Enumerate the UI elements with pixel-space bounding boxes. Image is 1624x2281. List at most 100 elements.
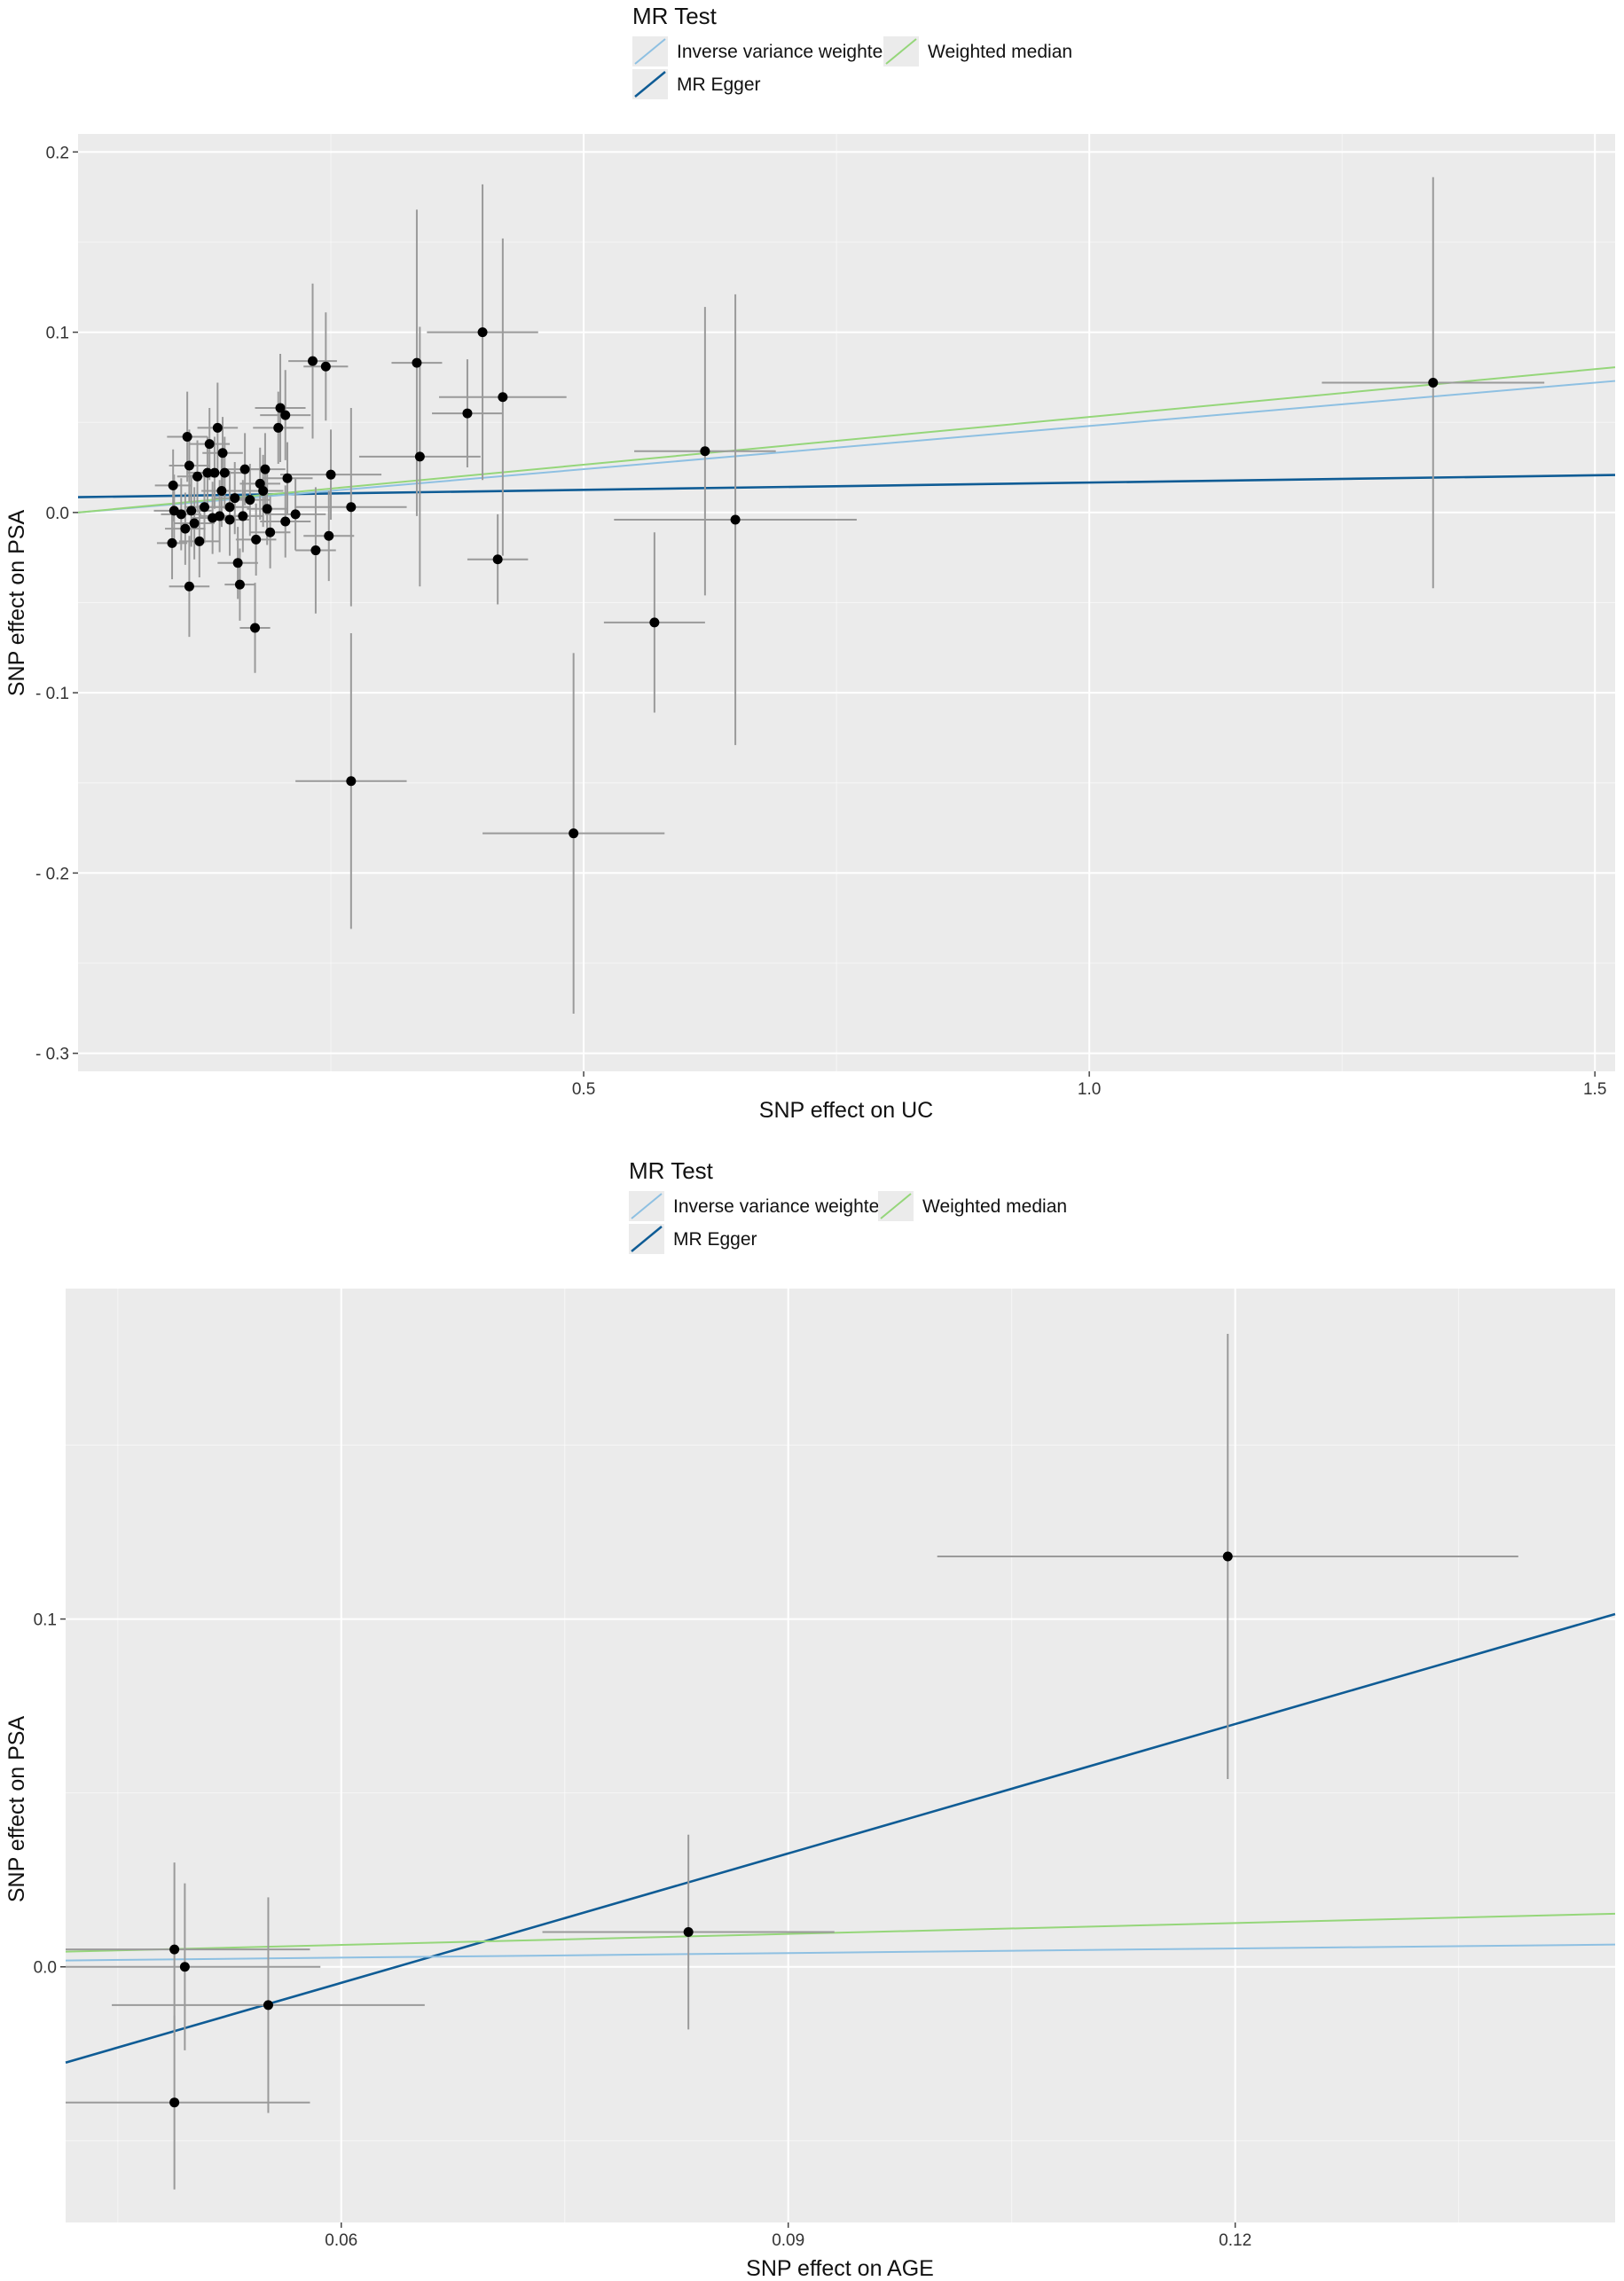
legend-age: MR Test Inverse variance weighted Weight… xyxy=(629,1157,1067,1254)
data-point xyxy=(290,509,301,520)
data-point xyxy=(232,558,243,568)
x-tick-label: 0.09 xyxy=(772,2231,804,2250)
legend-label-egger: MR Egger xyxy=(673,1229,757,1250)
data-point xyxy=(179,1962,190,1972)
y-tick-label: - 0.3 xyxy=(35,1046,69,1064)
y-axis-label-uc: SNP effect on PSA xyxy=(4,510,29,697)
data-point xyxy=(200,502,210,513)
mr-line-ivw xyxy=(65,1943,1616,1962)
data-point xyxy=(182,431,192,442)
data-point xyxy=(346,502,357,513)
data-point xyxy=(230,493,240,504)
ticks-uc: 0.5 1.0 1.5 0.2 0.1 0.0 - 0.1 - 0.2 - 0.3 xyxy=(35,144,1606,1099)
data-point xyxy=(683,1927,694,1938)
data-point xyxy=(569,828,579,839)
data-point xyxy=(498,392,508,403)
gridlines-uc xyxy=(78,134,1615,1071)
chart-uc: MR Test Inverse variance weighted Weight… xyxy=(4,3,1616,1123)
x-axis-label-uc: SNP effect on UC xyxy=(759,1098,933,1123)
points-age xyxy=(169,1551,1233,2108)
data-point xyxy=(169,2097,180,2108)
y-tick-label: 0.1 xyxy=(46,325,69,343)
data-point xyxy=(224,502,235,513)
data-point xyxy=(649,617,660,628)
data-point xyxy=(700,446,710,457)
data-point xyxy=(462,408,473,419)
data-point xyxy=(239,464,250,474)
data-point xyxy=(219,467,230,478)
data-point xyxy=(477,327,488,338)
x-tick-label: 0.5 xyxy=(572,1080,595,1099)
data-point xyxy=(320,361,331,372)
data-point xyxy=(192,471,203,482)
data-point xyxy=(168,480,178,490)
data-point xyxy=(169,1944,180,1955)
data-point xyxy=(180,523,191,534)
data-point xyxy=(208,513,218,523)
data-point xyxy=(280,410,291,420)
legend-line-egger xyxy=(634,71,666,98)
legend-title: MR Test xyxy=(632,3,718,29)
data-point xyxy=(414,451,425,462)
legend-line-wmedian xyxy=(885,38,917,65)
legend-line-wmedian xyxy=(880,1193,912,1219)
legend-label-egger: MR Egger xyxy=(677,74,761,95)
data-point xyxy=(282,473,293,483)
legend-label-ivw: Inverse variance weighted xyxy=(677,42,893,62)
data-point xyxy=(189,518,200,529)
data-point xyxy=(169,506,179,516)
y-tick-label: - 0.2 xyxy=(35,865,69,883)
data-point xyxy=(275,403,286,413)
data-point xyxy=(412,357,422,368)
fit-lines-uc xyxy=(77,366,1616,513)
data-point xyxy=(217,448,228,459)
y-tick-label: 0.2 xyxy=(46,144,69,162)
x-tick-label: 1.5 xyxy=(1583,1080,1606,1099)
legend-line-egger xyxy=(631,1226,663,1252)
y-axis-label-age: SNP effect on PSA xyxy=(4,1716,29,1903)
mr-line-egger xyxy=(65,1612,1616,2065)
legend-label-ivw: Inverse variance weighted xyxy=(673,1196,890,1217)
data-point xyxy=(1222,1551,1233,1562)
data-point xyxy=(234,579,245,590)
ticks-age: 0.06 0.09 0.12 0.1 0.0 xyxy=(34,1611,1252,2250)
data-point xyxy=(265,527,276,537)
data-point xyxy=(224,514,235,525)
data-point xyxy=(262,504,272,514)
data-point xyxy=(326,469,336,480)
data-point xyxy=(238,511,248,521)
y-tick-label: 0.1 xyxy=(34,1611,57,1630)
data-point xyxy=(730,514,741,525)
data-point xyxy=(308,356,318,366)
mr-line-egger xyxy=(77,474,1616,498)
data-point xyxy=(492,554,503,565)
legend-uc: MR Test Inverse variance weighted Weight… xyxy=(632,3,1072,99)
data-point xyxy=(250,623,261,633)
legend-line-ivw xyxy=(631,1193,663,1219)
mr-line-wmedian xyxy=(77,366,1616,513)
gridlines-age xyxy=(66,1289,1615,2222)
data-point xyxy=(194,536,205,546)
data-point xyxy=(1428,378,1439,388)
data-point xyxy=(184,460,194,471)
data-point xyxy=(212,422,223,433)
data-point xyxy=(260,464,271,474)
y-tick-label: - 0.1 xyxy=(35,685,69,703)
x-axis-label-age: SNP effect on AGE xyxy=(746,2256,934,2281)
data-point xyxy=(263,2000,273,2011)
x-tick-label: 0.06 xyxy=(325,2231,357,2250)
data-point xyxy=(184,581,194,592)
data-point xyxy=(324,530,334,541)
plot-panel-age xyxy=(66,1289,1615,2222)
data-point xyxy=(186,506,197,516)
y-tick-label: 0.0 xyxy=(34,1959,57,1978)
data-point xyxy=(346,776,357,787)
data-point xyxy=(202,467,213,478)
chart-age: MR Test Inverse variance weighted Weight… xyxy=(4,1157,1616,2281)
mr-line-wmedian xyxy=(65,1912,1616,1953)
mr-line-ivw xyxy=(77,380,1616,513)
legend-line-ivw xyxy=(634,38,666,65)
points-uc xyxy=(167,327,1439,839)
data-point xyxy=(245,495,255,506)
